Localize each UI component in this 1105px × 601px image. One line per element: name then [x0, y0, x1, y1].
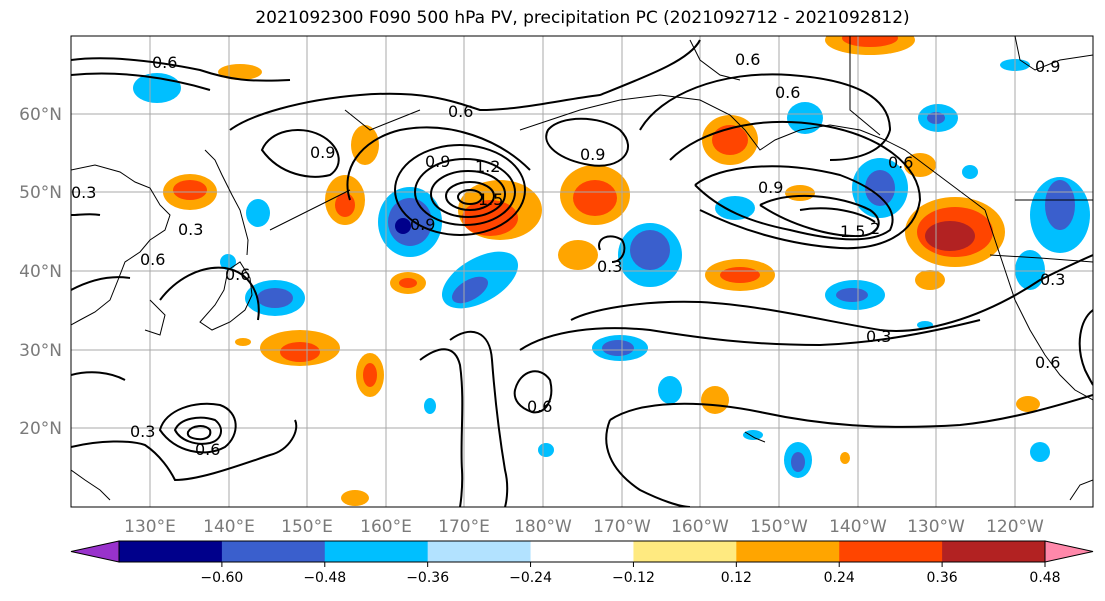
- lat-label: 60°N: [19, 105, 62, 125]
- contour-label: 0.6: [888, 153, 913, 172]
- contour-label: 0.9: [410, 215, 435, 234]
- contour-label: 0.3: [1040, 270, 1065, 289]
- contour-label: 0.3: [71, 183, 96, 202]
- contour-label: 0.9: [580, 145, 605, 164]
- contour-label: 0.9: [425, 152, 450, 171]
- contour-labels: 0.6 0.6 0.9 0.9 1.2 1.5 0.9 0.6 0.3 0.3 …: [71, 50, 1065, 459]
- pv-contours: [71, 39, 1093, 507]
- colorbar-border: [118, 540, 1046, 563]
- colorbar: −0.60 −0.48 −0.36 −0.24 −0.12 0.12 0.24 0.36 0.4…: [70, 540, 1094, 586]
- latitude-labels: 60°N 50°N 40°N 30°N 20°N: [19, 105, 62, 439]
- contour-label: 0.6: [1035, 353, 1060, 372]
- lon-label: 180°W: [514, 517, 572, 537]
- lon-label: 140°W: [829, 517, 887, 537]
- colorbar-swatch: [119, 541, 223, 562]
- precipitation-shading: [133, 36, 1090, 506]
- lat-label: 20°N: [19, 419, 62, 439]
- contour-label: 1.5: [478, 190, 503, 209]
- lon-label: 120°W: [986, 517, 1044, 537]
- contour-label: 2: [870, 219, 880, 238]
- lon-label: 160°E: [360, 517, 412, 537]
- lon-label: 140°E: [203, 517, 255, 537]
- contour-label: 0.3: [597, 257, 622, 276]
- longitude-labels: 130°E 140°E 150°E 160°E 170°E 180°W 170°…: [124, 517, 1044, 537]
- colorbar-tick-label: −0.60: [200, 570, 243, 586]
- contour-label: 0.3: [178, 220, 203, 239]
- lat-label: 50°N: [19, 183, 62, 203]
- lon-label: 160°W: [671, 517, 729, 537]
- contour-label: 0.9: [310, 143, 335, 162]
- contour-label: 0.6: [195, 440, 220, 459]
- lon-label: 150°E: [281, 517, 333, 537]
- colorbar-tick-label: −0.36: [406, 570, 449, 586]
- colorbar-swatch: [839, 541, 943, 562]
- colorbar-tick-label: 0.12: [721, 570, 752, 586]
- coastlines: [71, 36, 1093, 501]
- contour-label: 0.6: [527, 397, 552, 416]
- colorbar-tick-label: 0.24: [824, 570, 855, 586]
- colorbar-swatch: [530, 541, 634, 562]
- colorbar-extend-low: [70, 540, 120, 563]
- contour-label: 1.2: [475, 157, 500, 176]
- contour-label: 0.6: [735, 50, 760, 69]
- contour-label: 0.6: [152, 53, 177, 72]
- colorbar-swatch: [736, 541, 840, 562]
- contour-label: 0.6: [140, 250, 165, 269]
- contour-label: 0.6: [448, 102, 473, 121]
- contour-label: 0.6: [225, 265, 250, 284]
- colorbar-swatch: [324, 541, 429, 562]
- gridlines: [71, 36, 1093, 507]
- colorbar-swatch: [942, 541, 1046, 562]
- lon-label: 170°W: [593, 517, 651, 537]
- lat-label: 30°N: [19, 341, 62, 361]
- colorbar-tick-label: −0.24: [509, 570, 552, 586]
- lon-label: 130°E: [124, 517, 176, 537]
- colorbar-tick-label: 0.48: [1029, 570, 1060, 586]
- lon-label: 130°W: [907, 517, 965, 537]
- lat-label: 40°N: [19, 262, 62, 282]
- contour-label: 0.9: [1035, 57, 1060, 76]
- colorbar-tick-label: −0.12: [612, 570, 655, 586]
- contour-label: 1.5: [840, 222, 865, 241]
- colorbar-tick-label: 0.36: [927, 570, 958, 586]
- lon-label: 170°E: [438, 517, 490, 537]
- colorbar-extend-high: [1044, 540, 1094, 563]
- colorbar-swatch: [633, 541, 737, 562]
- contour-label: 0.6: [775, 83, 800, 102]
- colorbar-tick-label: −0.48: [303, 570, 346, 586]
- contour-label: 0.3: [130, 422, 155, 441]
- colorbar-swatch: [427, 541, 532, 562]
- colorbar-swatch: [221, 541, 326, 562]
- contour-label: 0.3: [866, 327, 891, 346]
- map-frame: [70, 35, 1094, 508]
- map-title: 2021092300 F090 500 hPa PV, precipitatio…: [255, 8, 910, 28]
- lon-label: 150°W: [750, 517, 808, 537]
- contour-label: 0.9: [758, 178, 783, 197]
